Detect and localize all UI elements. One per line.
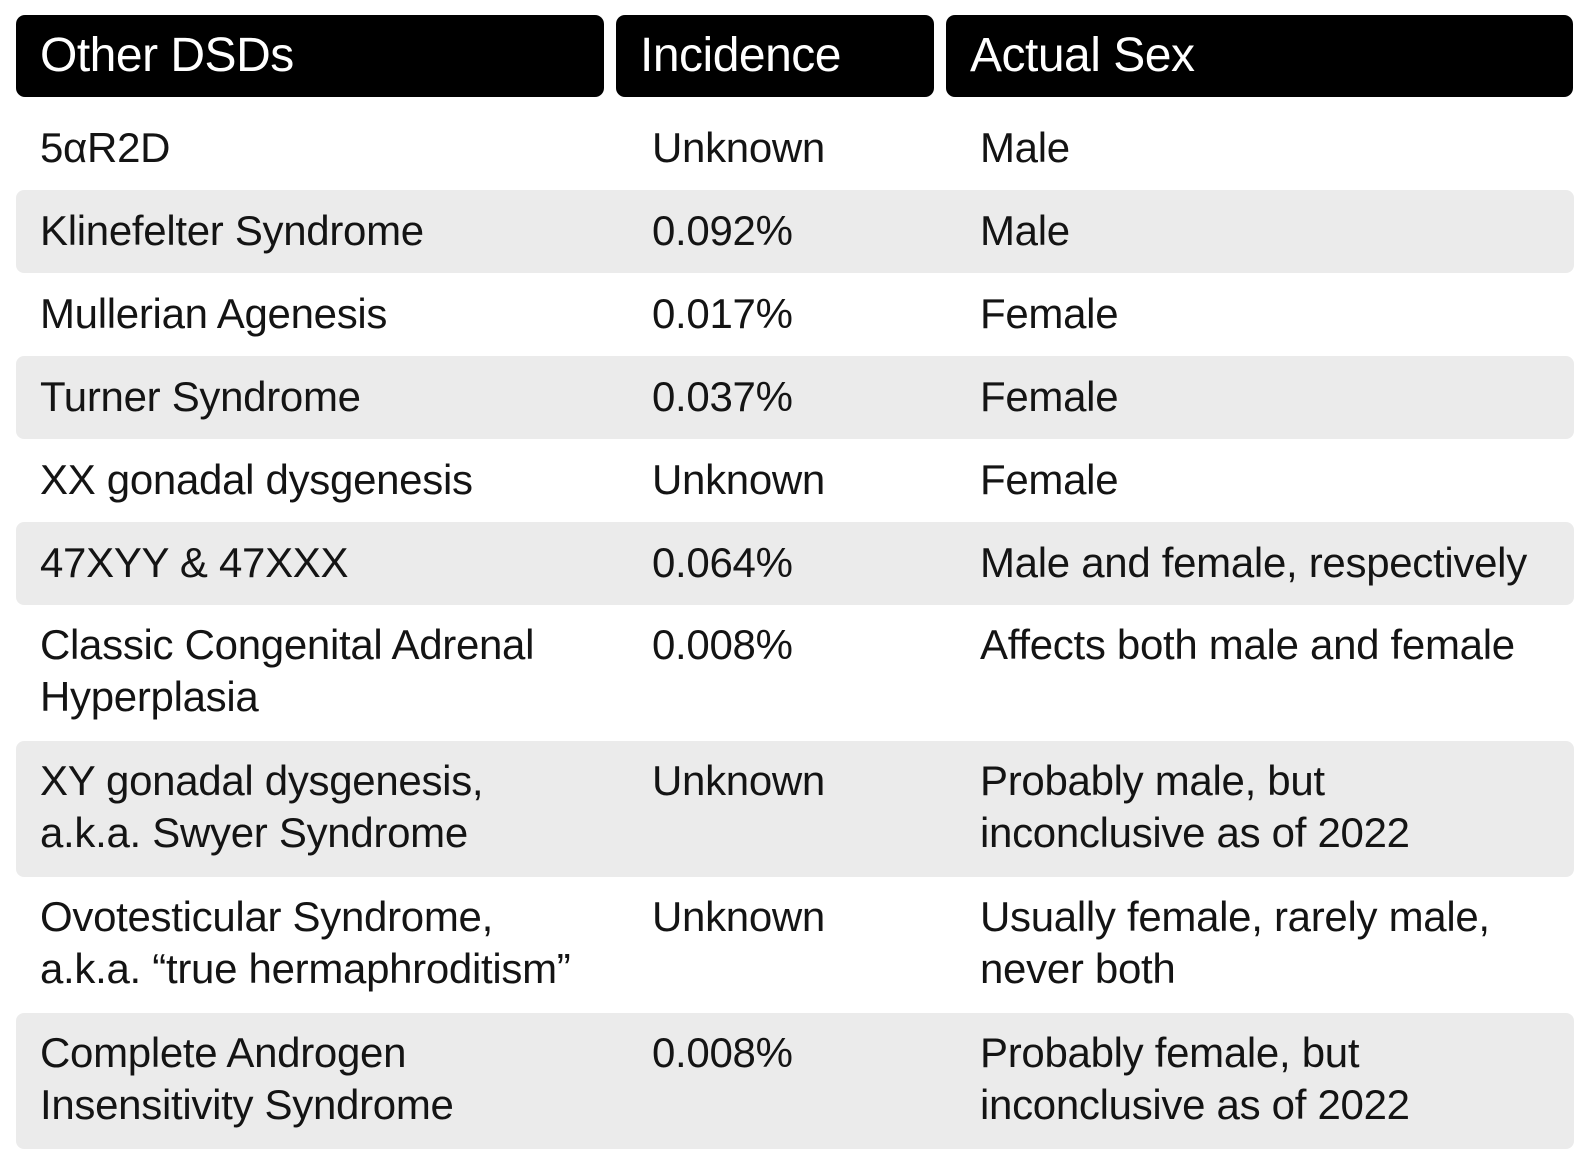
sex-cell: Male [956,190,1574,273]
condition-text: Ovotesticular Syndrome, [40,893,493,940]
condition-text: Complete Androgen [40,1029,407,1076]
condition-text: 47XYY & 47XXX [40,539,349,586]
condition-cell: XY gonadal dysgenesis, a.k.a. Swyer Synd… [16,741,628,877]
condition-cell: Klinefelter Syndrome [16,190,628,273]
sex-cell: Female [956,356,1574,439]
sex-text: Probably female, but [980,1029,1360,1076]
table-row: Klinefelter Syndrome 0.092% Male [16,190,1574,273]
condition-text: Klinefelter Syndrome [40,207,424,254]
sex-text: Usually female, rarely male, [980,893,1490,940]
incidence-cell: 0.008% [652,1029,793,1076]
incidence-cell: Unknown [652,456,825,503]
sex-text: Male and female, respectively [980,539,1527,586]
incidence-cell: Unknown [652,757,825,804]
condition-cell: Complete Androgen Insensitivity Syndrome [16,1013,628,1149]
table-body: 5αR2D Unknown Male Klinefelter Syndrome … [16,107,1574,1149]
condition-cell: 47XYY & 47XXX [16,522,628,605]
condition-cell: 5αR2D [16,107,628,190]
table-header: Other DSDs Incidence Actual Sex [16,15,1574,97]
table-row: Complete Androgen Insensitivity Syndrome… [16,1013,1574,1149]
condition-cell: XX gonadal dysgenesis [16,439,628,522]
header-incidence: Incidence [616,15,934,97]
sex-cell: Probably male, but inconclusive as of 20… [956,741,1574,877]
sex-cell: Male and female, respectively [956,522,1574,605]
sex-cell: Affects both male and female [956,605,1574,741]
table-row: 5αR2D Unknown Male [16,107,1574,190]
incidence-cell: 0.008% [652,621,793,668]
table-row: 47XYY & 47XXX 0.064% Male and female, re… [16,522,1574,605]
sex-text: inconclusive as of 2022 [980,1081,1410,1128]
incidence-cell: Unknown [652,124,825,171]
table-row: XX gonadal dysgenesis Unknown Female [16,439,1574,522]
incidence-cell: 0.037% [652,373,793,420]
dsd-table: Other DSDs Incidence Actual Sex 5αR2D Un… [16,15,1574,1149]
condition-text: 5αR2D [40,124,171,171]
sex-text: Probably male, but [980,757,1325,804]
table-row: Mullerian Agenesis 0.017% Female [16,273,1574,356]
sex-text: Male [980,207,1070,254]
table-row: Ovotesticular Syndrome, a.k.a. “true her… [16,877,1574,1013]
condition-cell: Classic Congenital Adrenal Hyperplasia [16,605,628,741]
condition-text: XX gonadal dysgenesis [40,456,473,503]
incidence-cell: Unknown [652,893,825,940]
condition-text: Hyperplasia [40,673,259,720]
sex-cell: Female [956,273,1574,356]
incidence-cell: 0.092% [652,207,793,254]
table-row: Classic Congenital Adrenal Hyperplasia 0… [16,605,1574,741]
sex-text: inconclusive as of 2022 [980,809,1410,856]
sex-text: Female [980,373,1119,420]
sex-cell: Male [956,107,1574,190]
table-row: Turner Syndrome 0.037% Female [16,356,1574,439]
sex-cell: Probably female, but inconclusive as of … [956,1013,1574,1149]
condition-cell: Turner Syndrome [16,356,628,439]
condition-cell: Mullerian Agenesis [16,273,628,356]
condition-text: Insensitivity Syndrome [40,1081,454,1128]
sex-text: Female [980,456,1119,503]
sex-text: Female [980,290,1119,337]
sex-text: never both [980,945,1176,992]
sex-text: Male [980,124,1070,171]
condition-text: Mullerian Agenesis [40,290,388,337]
sex-text: Affects both male and female [980,621,1515,668]
condition-text: a.k.a. “true hermaphroditism” [40,945,571,992]
incidence-cell: 0.064% [652,539,793,586]
condition-text: Classic Congenital Adrenal [40,621,535,668]
condition-text: XY gonadal dysgenesis, [40,757,484,804]
condition-cell: Ovotesticular Syndrome, a.k.a. “true her… [16,877,628,1013]
incidence-cell: 0.017% [652,290,793,337]
table-row: XY gonadal dysgenesis, a.k.a. Swyer Synd… [16,741,1574,877]
header-actual-sex: Actual Sex [946,15,1573,97]
condition-text: a.k.a. Swyer Syndrome [40,809,468,856]
condition-text: Turner Syndrome [40,373,361,420]
header-condition: Other DSDs [16,15,604,97]
sex-cell: Female [956,439,1574,522]
sex-cell: Usually female, rarely male, never both [956,877,1574,1013]
